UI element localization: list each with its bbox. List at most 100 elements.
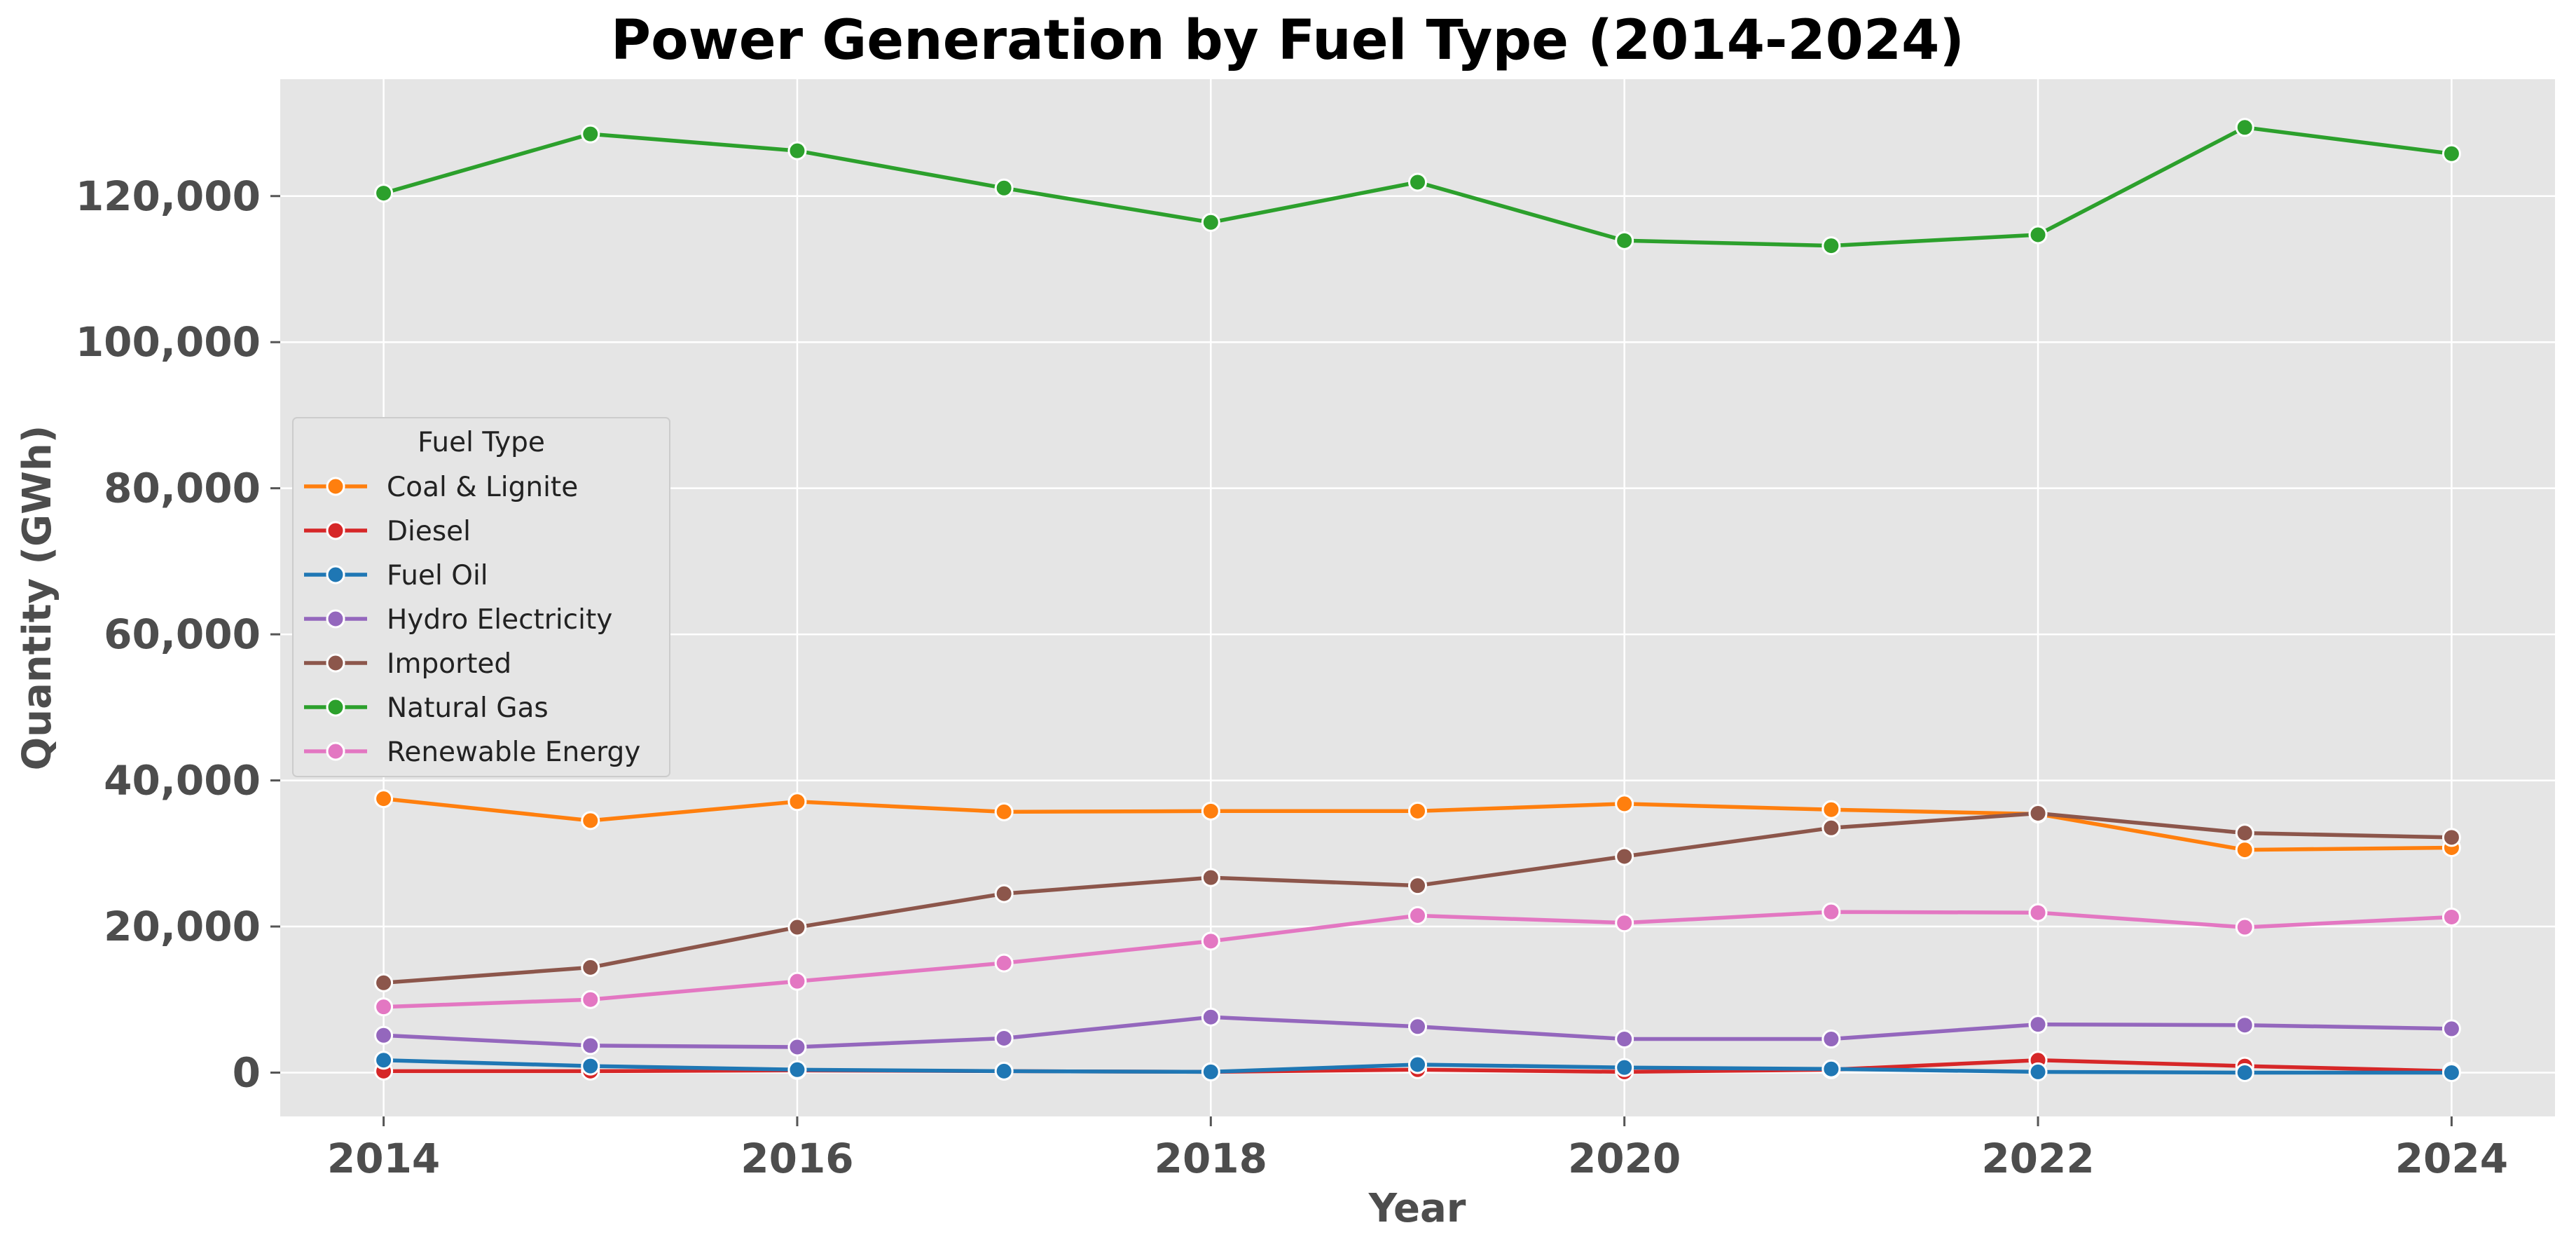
data-point-fuel-oil	[2028, 1062, 2048, 1081]
legend-label: Coal & Lignite	[387, 472, 578, 503]
data-point-natural-gas	[2235, 118, 2254, 137]
x-tick-label: 2022	[1981, 1135, 2094, 1182]
data-point-coal-and-lignite	[374, 789, 394, 809]
legend-item-fuel-oil: Fuel Oil	[304, 560, 488, 592]
data-point-natural-gas	[1821, 236, 1841, 256]
data-point-imported	[1615, 847, 1634, 866]
y-tick-label: 0	[233, 1048, 261, 1096]
y-tick-label: 80,000	[104, 465, 261, 512]
x-tick-label: 2018	[1155, 1135, 1267, 1182]
data-point-coal-and-lignite	[1408, 801, 1427, 821]
data-point-fuel-oil	[1201, 1062, 1220, 1081]
data-point-fuel-oil	[1821, 1059, 1841, 1079]
data-point-imported	[1408, 876, 1427, 896]
y-axis-label: Quantity (GWh)	[15, 425, 60, 771]
data-point-renewable-energy	[787, 971, 807, 991]
data-point-fuel-oil	[1615, 1058, 1634, 1077]
legend-marker	[326, 565, 345, 585]
legend-label: Natural Gas	[387, 692, 549, 724]
data-point-hydro-electricity	[787, 1037, 807, 1057]
y-tick-label: 100,000	[76, 318, 261, 366]
data-point-hydro-electricity	[1408, 1017, 1427, 1037]
legend: Fuel Type Coal & Lignite Diesel Fuel Oil Hy…	[292, 417, 670, 777]
x-tick-label: 2024	[2395, 1135, 2508, 1182]
legend-marker	[326, 521, 345, 540]
legend-marker	[326, 477, 345, 496]
data-point-renewable-energy	[374, 997, 394, 1017]
y-tick-label: 60,000	[104, 610, 261, 658]
data-point-hydro-electricity	[581, 1036, 600, 1055]
x-axis: 2014 2016 2018 2020 2022 2024	[327, 1116, 2508, 1182]
data-point-imported	[581, 957, 600, 977]
legend-label: Fuel Oil	[387, 560, 488, 592]
data-point-imported	[374, 973, 394, 992]
data-point-renewable-energy	[994, 953, 1014, 973]
series-renewable-energy	[374, 902, 2461, 1017]
legend-title: Fuel Type	[418, 427, 545, 458]
data-point-coal-and-lignite	[581, 811, 600, 830]
legend-label: Renewable Energy	[387, 737, 640, 768]
data-point-coal-and-lignite	[1201, 801, 1220, 821]
data-point-natural-gas	[374, 184, 394, 203]
data-point-imported	[2028, 803, 2048, 823]
legend-marker	[326, 741, 345, 761]
data-point-imported	[1821, 818, 1841, 838]
y-tick-label: 40,000	[104, 757, 261, 805]
data-point-natural-gas	[2028, 225, 2048, 245]
data-point-renewable-energy	[1821, 902, 1841, 922]
data-point-natural-gas	[787, 141, 807, 160]
data-point-coal-and-lignite	[994, 802, 1014, 821]
series-coal-and-lignite	[374, 789, 2461, 860]
data-point-fuel-oil	[787, 1060, 807, 1079]
data-point-fuel-oil	[1408, 1055, 1427, 1074]
legend-item-natural-gas: Natural Gas	[304, 692, 549, 724]
data-point-coal-and-lignite	[1615, 794, 1634, 814]
data-point-imported	[2441, 828, 2461, 847]
x-tick-label: 2016	[741, 1135, 853, 1182]
series-layer	[374, 118, 2461, 1082]
data-point-hydro-electricity	[2028, 1015, 2048, 1034]
data-point-hydro-electricity	[374, 1025, 394, 1045]
data-point-renewable-energy	[2028, 903, 2048, 922]
x-tick-label: 2014	[327, 1135, 440, 1182]
data-point-hydro-electricity	[994, 1028, 1014, 1048]
y-tick-label: 120,000	[76, 172, 261, 220]
data-point-natural-gas	[1201, 212, 1220, 232]
data-point-natural-gas	[1615, 231, 1634, 250]
x-tick-label: 2020	[1568, 1135, 1681, 1182]
legend-items: Coal & Lignite Diesel Fuel Oil Hydro Electr…	[304, 472, 640, 768]
data-point-hydro-electricity	[1201, 1007, 1220, 1027]
data-point-natural-gas	[994, 178, 1014, 198]
legend-marker	[326, 653, 345, 673]
data-point-imported	[1201, 868, 1220, 887]
data-point-renewable-energy	[1408, 905, 1427, 925]
series-fuel-oil	[374, 1051, 2461, 1082]
grid	[280, 79, 2555, 1116]
data-point-natural-gas	[2441, 144, 2461, 163]
series-natural-gas	[374, 118, 2461, 256]
legend-marker	[326, 609, 345, 629]
legend-box	[292, 417, 670, 777]
x-axis-label: Year	[1368, 1186, 1466, 1231]
data-point-hydro-electricity	[1821, 1030, 1841, 1049]
legend-item-renewable-energy: Renewable Energy	[304, 737, 640, 768]
data-point-imported	[787, 917, 807, 937]
series-imported	[374, 803, 2461, 992]
legend-label: Hydro Electricity	[387, 604, 612, 636]
data-point-natural-gas	[1408, 172, 1427, 192]
data-point-hydro-electricity	[2441, 1019, 2461, 1039]
series-hydro-electricity	[374, 1007, 2461, 1057]
data-point-imported	[2235, 823, 2254, 843]
legend-item-hydro-electricity: Hydro Electricity	[304, 604, 612, 636]
data-point-renewable-energy	[1615, 913, 1634, 933]
data-point-coal-and-lignite	[787, 792, 807, 812]
legend-item-diesel: Diesel	[304, 516, 471, 547]
data-point-coal-and-lignite	[2235, 840, 2254, 860]
data-point-fuel-oil	[581, 1056, 600, 1076]
legend-label: Diesel	[387, 516, 471, 547]
y-tick-label: 20,000	[104, 903, 261, 950]
data-point-renewable-energy	[2441, 907, 2461, 927]
data-point-renewable-energy	[1201, 931, 1220, 951]
chart-title: Power Generation by Fuel Type (2014-2024…	[611, 9, 1964, 72]
